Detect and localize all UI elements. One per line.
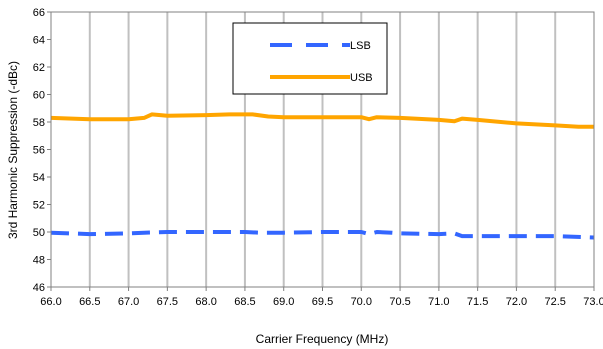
y-axis-title: 3rd Harmonic Suppression (-dBc) (6, 61, 20, 239)
x-tick-label: 66.5 (79, 296, 100, 308)
x-tick-label: 73.0 (583, 296, 603, 308)
x-tick-label: 69.5 (312, 296, 333, 308)
x-tick-label: 69.0 (273, 296, 294, 308)
series-group (50, 112, 595, 240)
series-line-lsb (50, 230, 595, 240)
grid-lines (88, 12, 557, 287)
x-tick-label: 68.0 (195, 296, 216, 308)
x-tick-label: 71.0 (428, 296, 449, 308)
y-tick-label: 54 (33, 172, 45, 184)
x-axis-title: Carrier Frequency (MHz) (256, 332, 389, 346)
x-tick-label: 70.5 (389, 296, 410, 308)
legend-box (232, 22, 388, 95)
x-tick-label: 72.5 (545, 296, 566, 308)
x-tick-label: 67.5 (157, 296, 178, 308)
y-tick-label: 52 (33, 200, 45, 212)
x-tick-label: 68.5 (234, 296, 255, 308)
y-tick-label: 62 (33, 62, 45, 74)
y-tick-label: 56 (33, 145, 45, 157)
legend-label-usb: USB (350, 72, 373, 84)
legend: LSB USB (232, 22, 388, 95)
series-line-usb (50, 112, 594, 129)
y-tick-label: 64 (33, 35, 45, 47)
y-tick-label: 48 (33, 255, 45, 267)
y-tick-labels: 46 48 50 52 54 56 58 60 62 64 66 (33, 7, 51, 294)
x-tick-label: 71.5 (467, 296, 488, 308)
x-tick-label: 67.0 (118, 296, 139, 308)
x-tick-label: 72.0 (506, 296, 527, 308)
x-tick-label: 70.0 (351, 296, 372, 308)
y-tick-label: 58 (33, 117, 45, 129)
y-tick-label: 66 (33, 7, 45, 19)
x-tick-labels: 66.0 66.5 67.0 67.5 68.0 68.5 69.0 69.5 70.0 70.5… (40, 287, 603, 308)
y-tick-label: 50 (33, 227, 45, 239)
y-tick-label: 46 (33, 282, 45, 294)
legend-label-lsb: LSB (350, 40, 371, 52)
y-tick-label: 60 (33, 90, 45, 102)
x-tick-label: 66.0 (40, 296, 61, 308)
